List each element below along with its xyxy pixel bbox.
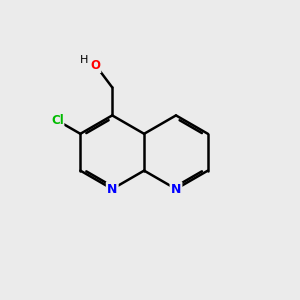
Text: Cl: Cl — [51, 114, 64, 127]
Text: N: N — [107, 182, 117, 196]
Text: O: O — [91, 59, 101, 72]
Text: H: H — [80, 55, 88, 65]
Text: N: N — [171, 182, 181, 196]
